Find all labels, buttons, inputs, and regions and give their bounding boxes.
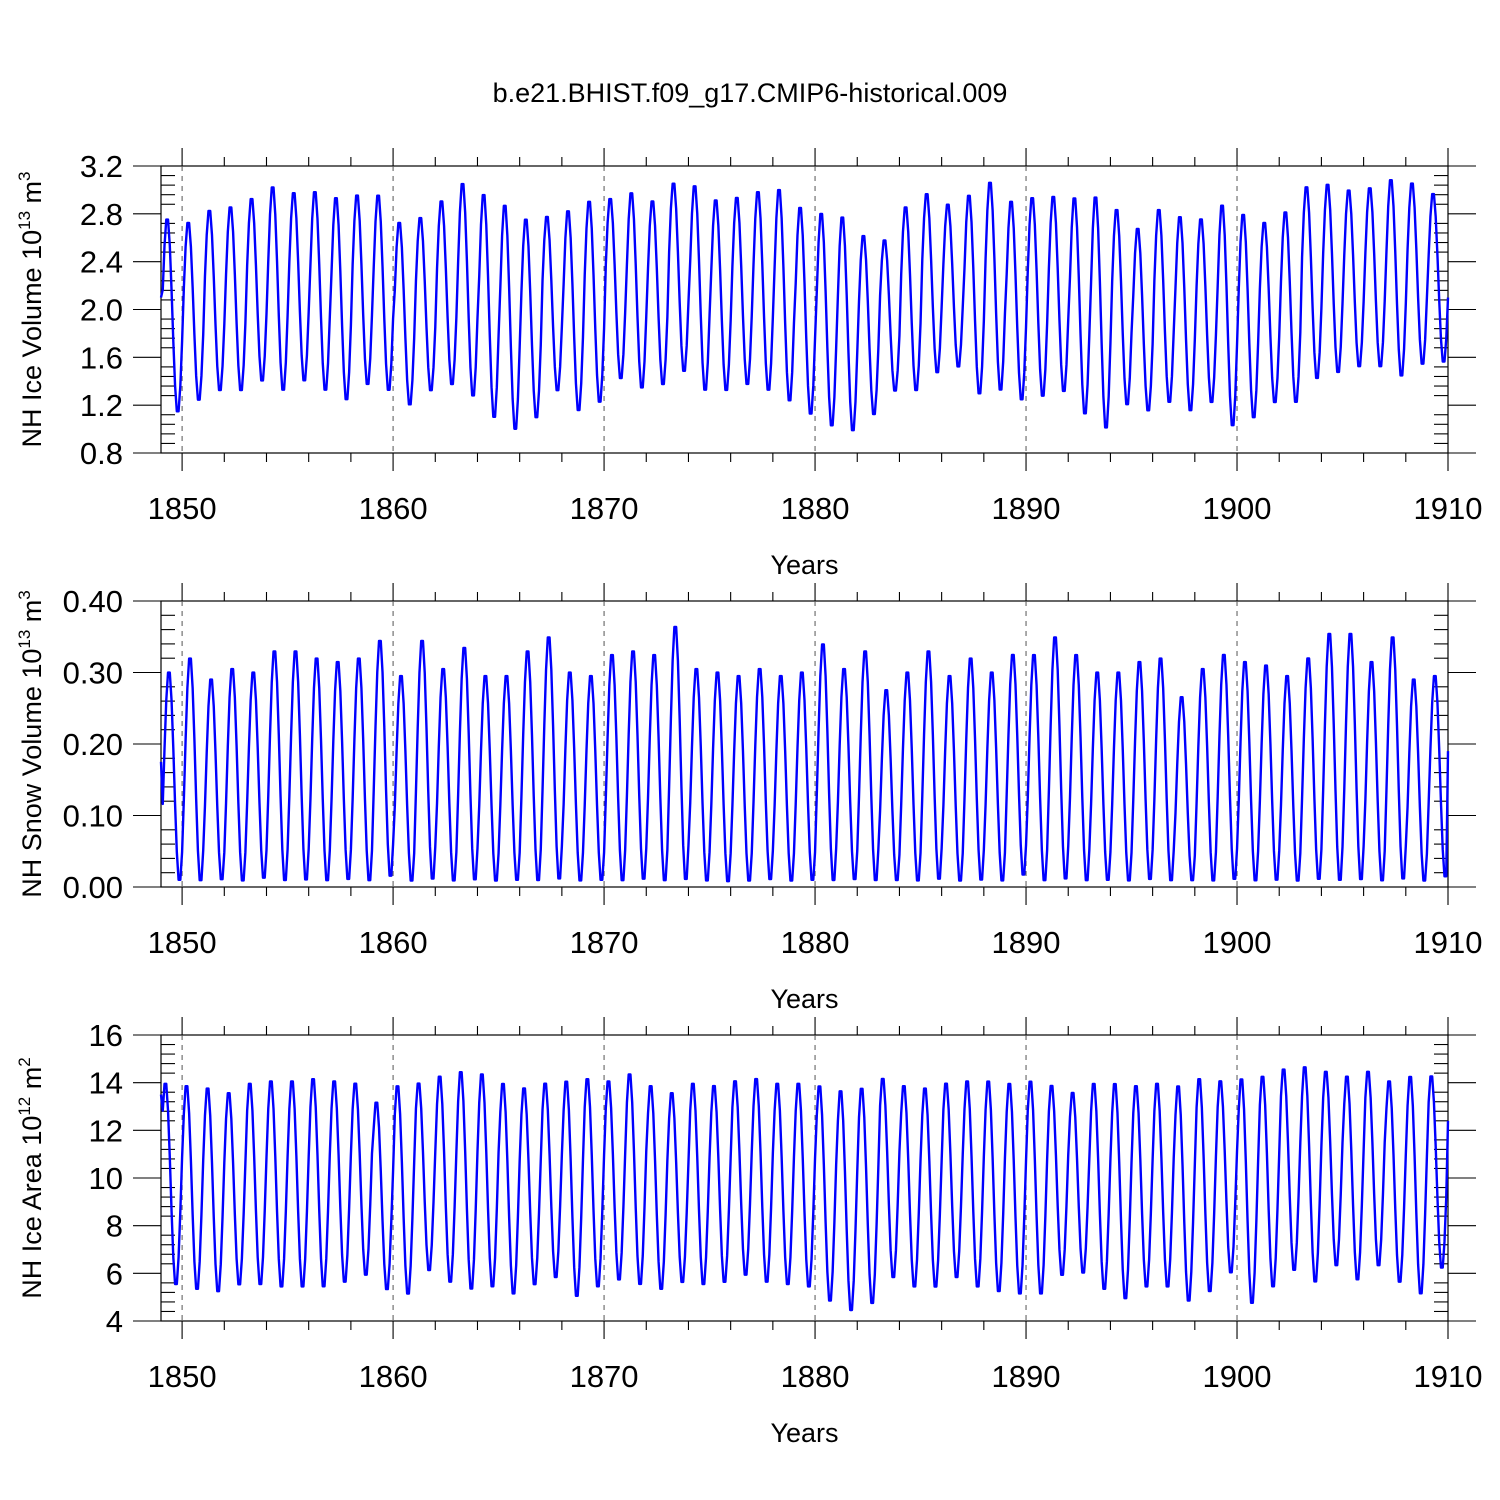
y-tick-label: 0.00 <box>63 870 123 905</box>
y-tick-label: 6 <box>106 1256 123 1291</box>
x-tick-label: 1880 <box>781 491 850 526</box>
y-axis-title: NH Snow Volume 1013 m3 <box>15 590 47 898</box>
y-tick-label: 1.6 <box>80 340 123 375</box>
x-tick-label: 1880 <box>781 925 850 960</box>
ice-area-panel: 1850 1860 1870 1880 1890 1900 1910 Years 4 6 8 10 12… <box>15 1017 1482 1448</box>
x-tick-label: 1850 <box>148 491 217 526</box>
y-axis-title-part: m <box>17 1067 47 1097</box>
y-axis-title-superscript: 3 <box>15 590 34 599</box>
y-tick-label: 2.8 <box>80 197 123 232</box>
y-tick-label: 0.10 <box>63 799 123 834</box>
x-tick-label: 1910 <box>1414 925 1483 960</box>
x-tick-label: 1880 <box>781 1359 850 1394</box>
y-axis-title-part: NH Ice Volume 10 <box>17 230 47 448</box>
x-tick-label: 1890 <box>992 491 1061 526</box>
y-axis-title-part: NH Ice Area 10 <box>17 1116 47 1299</box>
chart-title: b.e21.BHIST.f09_g17.CMIP6-historical.009 <box>493 78 1008 108</box>
x-tick-label: 1910 <box>1414 491 1483 526</box>
y-tick-label: 3.2 <box>80 149 123 184</box>
y-tick-label: 2.4 <box>80 245 123 280</box>
x-tick-label: 1870 <box>570 925 639 960</box>
y-tick-label: 0.20 <box>63 727 123 762</box>
ice-volume-series-line <box>159 179 1450 432</box>
ice-area-series-line <box>159 1066 1450 1312</box>
y-tick-label: 0.30 <box>63 656 123 691</box>
y-axis-title-superscript: 13 <box>15 211 34 230</box>
y-tick-label: 1.2 <box>80 388 123 423</box>
x-axis-title: Years <box>770 984 838 1014</box>
x-tick-label: 1850 <box>148 925 217 960</box>
x-tick-label: 1870 <box>570 1359 639 1394</box>
y-tick-label: 16 <box>89 1018 123 1053</box>
y-axis-title-superscript: 12 <box>15 1097 34 1116</box>
x-tick-label: 1860 <box>359 1359 428 1394</box>
y-tick-label: 0.40 <box>63 584 123 619</box>
ice-volume-panel: 1850 1860 1870 1880 1890 1900 1910 Years 0.8 1.2 1… <box>15 148 1482 580</box>
y-tick-label: 14 <box>89 1066 123 1101</box>
x-tick-label: 1890 <box>992 925 1061 960</box>
x-tick-label: 1860 <box>359 491 428 526</box>
y-tick-label: 10 <box>89 1161 123 1196</box>
x-tick-label: 1910 <box>1414 1359 1483 1394</box>
x-tick-label: 1900 <box>1203 1359 1272 1394</box>
y-axis-title-part: NH Snow Volume 10 <box>17 649 47 898</box>
y-tick-label: 2.0 <box>80 293 123 328</box>
y-tick-label: 4 <box>106 1304 123 1339</box>
x-tick-label: 1900 <box>1203 925 1272 960</box>
y-tick-label: 0.8 <box>80 436 123 471</box>
x-tick-label: 1900 <box>1203 491 1272 526</box>
y-axis-title-superscript: 2 <box>15 1057 34 1066</box>
y-axis-title-superscript: 13 <box>15 630 34 649</box>
y-axis-title-superscript: 3 <box>15 172 34 181</box>
y-axis-title: NH Ice Volume 1013 m3 <box>15 172 47 448</box>
x-axis-title: Years <box>770 550 838 580</box>
x-tick-label: 1860 <box>359 925 428 960</box>
snow-volume-panel: 1850 1860 1870 1880 1890 1900 1910 Years 0.00 0.1… <box>15 583 1482 1014</box>
x-axis-title: Years <box>770 1418 838 1448</box>
y-tick-label: 8 <box>106 1209 123 1244</box>
snow-volume-series-line <box>159 625 1450 883</box>
y-tick-label: 12 <box>89 1113 123 1148</box>
x-tick-label: 1850 <box>148 1359 217 1394</box>
y-axis-title: NH Ice Area 1012 m2 <box>15 1057 47 1298</box>
y-axis-title-part: m <box>17 600 47 630</box>
y-axis-title-part: m <box>17 181 47 211</box>
x-tick-label: 1890 <box>992 1359 1061 1394</box>
x-tick-label: 1870 <box>570 491 639 526</box>
